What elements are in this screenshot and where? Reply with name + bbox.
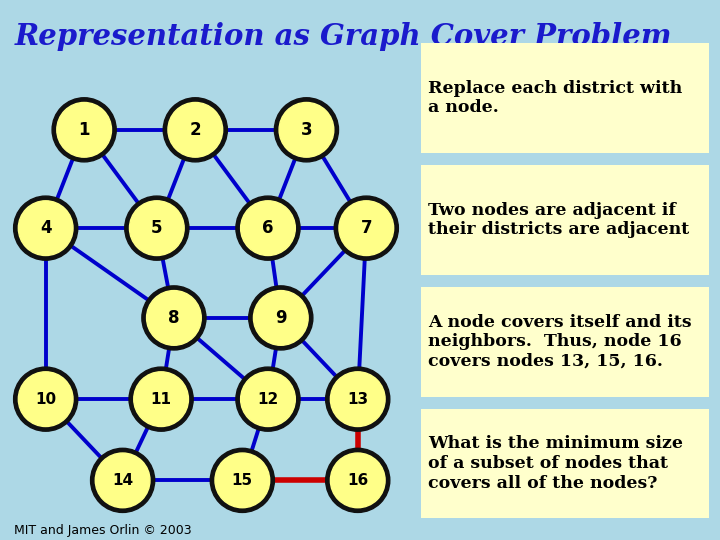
Circle shape <box>253 291 308 345</box>
Text: 5: 5 <box>151 219 163 237</box>
Circle shape <box>325 367 390 431</box>
Circle shape <box>129 367 193 431</box>
Text: 15: 15 <box>232 473 253 488</box>
Circle shape <box>14 367 78 431</box>
Circle shape <box>330 453 385 508</box>
Circle shape <box>163 98 228 162</box>
Circle shape <box>95 453 150 508</box>
Circle shape <box>334 196 398 260</box>
Circle shape <box>236 196 300 260</box>
Circle shape <box>125 196 189 260</box>
Text: 6: 6 <box>262 219 274 237</box>
Text: 10: 10 <box>35 392 56 407</box>
Circle shape <box>168 103 222 157</box>
Circle shape <box>134 372 189 427</box>
Circle shape <box>57 103 112 157</box>
Text: 11: 11 <box>150 392 171 407</box>
Text: What is the minimum size
of a subset of nodes that
covers all of the nodes?: What is the minimum size of a subset of … <box>428 435 683 491</box>
Text: 16: 16 <box>347 473 369 488</box>
Circle shape <box>130 201 184 255</box>
Circle shape <box>325 448 390 512</box>
Text: 13: 13 <box>347 392 369 407</box>
Circle shape <box>14 196 78 260</box>
Circle shape <box>279 103 334 157</box>
Circle shape <box>240 201 295 255</box>
Circle shape <box>215 453 270 508</box>
Text: 2: 2 <box>189 121 201 139</box>
Circle shape <box>210 448 274 512</box>
Circle shape <box>274 98 338 162</box>
Text: 12: 12 <box>257 392 279 407</box>
Text: 14: 14 <box>112 473 133 488</box>
Text: A node covers itself and its
neighbors.  Thus, node 16
covers nodes 13, 15, 16.: A node covers itself and its neighbors. … <box>428 314 692 370</box>
Circle shape <box>339 201 394 255</box>
Circle shape <box>52 98 116 162</box>
Text: 4: 4 <box>40 219 52 237</box>
Text: 9: 9 <box>275 309 287 327</box>
Circle shape <box>142 286 206 350</box>
Text: MIT and James Orlin © 2003: MIT and James Orlin © 2003 <box>14 524 192 537</box>
Text: 7: 7 <box>361 219 372 237</box>
Text: Replace each district with
a node.: Replace each district with a node. <box>428 80 683 117</box>
Text: 3: 3 <box>301 121 312 139</box>
Circle shape <box>91 448 155 512</box>
Text: 1: 1 <box>78 121 90 139</box>
Circle shape <box>248 286 313 350</box>
Text: Two nodes are adjacent if
their districts are adjacent: Two nodes are adjacent if their district… <box>428 201 690 238</box>
Circle shape <box>147 291 202 345</box>
Text: Representation as Graph Cover Problem: Representation as Graph Cover Problem <box>14 22 672 51</box>
Circle shape <box>240 372 295 427</box>
Circle shape <box>18 201 73 255</box>
Circle shape <box>236 367 300 431</box>
Text: 8: 8 <box>168 309 180 327</box>
Circle shape <box>330 372 385 427</box>
Circle shape <box>18 372 73 427</box>
